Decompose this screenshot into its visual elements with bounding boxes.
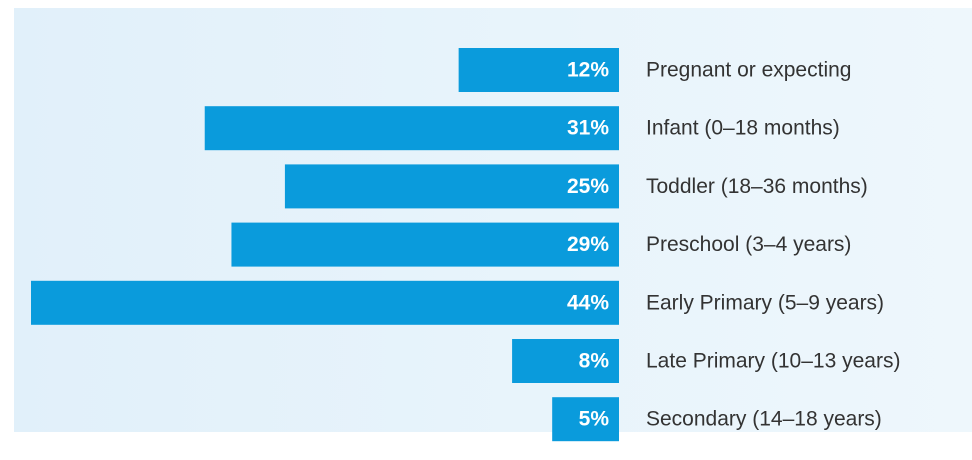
bar	[31, 280, 619, 325]
category-label: Preschool (3–4 years)	[646, 233, 851, 256]
value-label: 8%	[579, 350, 610, 373]
bar	[458, 48, 619, 92]
bar	[204, 106, 619, 151]
value-label: 25%	[567, 175, 609, 198]
value-label: 31%	[567, 117, 609, 140]
value-label: 12%	[567, 59, 609, 82]
category-label: Late Primary (10–13 years)	[646, 350, 900, 373]
category-label: Early Primary (5–9 years)	[646, 291, 884, 314]
bar	[552, 397, 619, 442]
value-label: 29%	[567, 233, 609, 256]
category-label: Infant (0–18 months)	[646, 117, 840, 140]
category-label: Pregnant or expecting	[646, 59, 851, 82]
category-label: Toddler (18–36 months)	[646, 175, 868, 198]
value-label: 44%	[567, 291, 609, 314]
bar	[231, 222, 620, 267]
category-label: Secondary (14–18 years)	[646, 408, 882, 431]
bar	[284, 164, 619, 209]
value-label: 5%	[579, 408, 610, 431]
bar	[512, 339, 619, 383]
